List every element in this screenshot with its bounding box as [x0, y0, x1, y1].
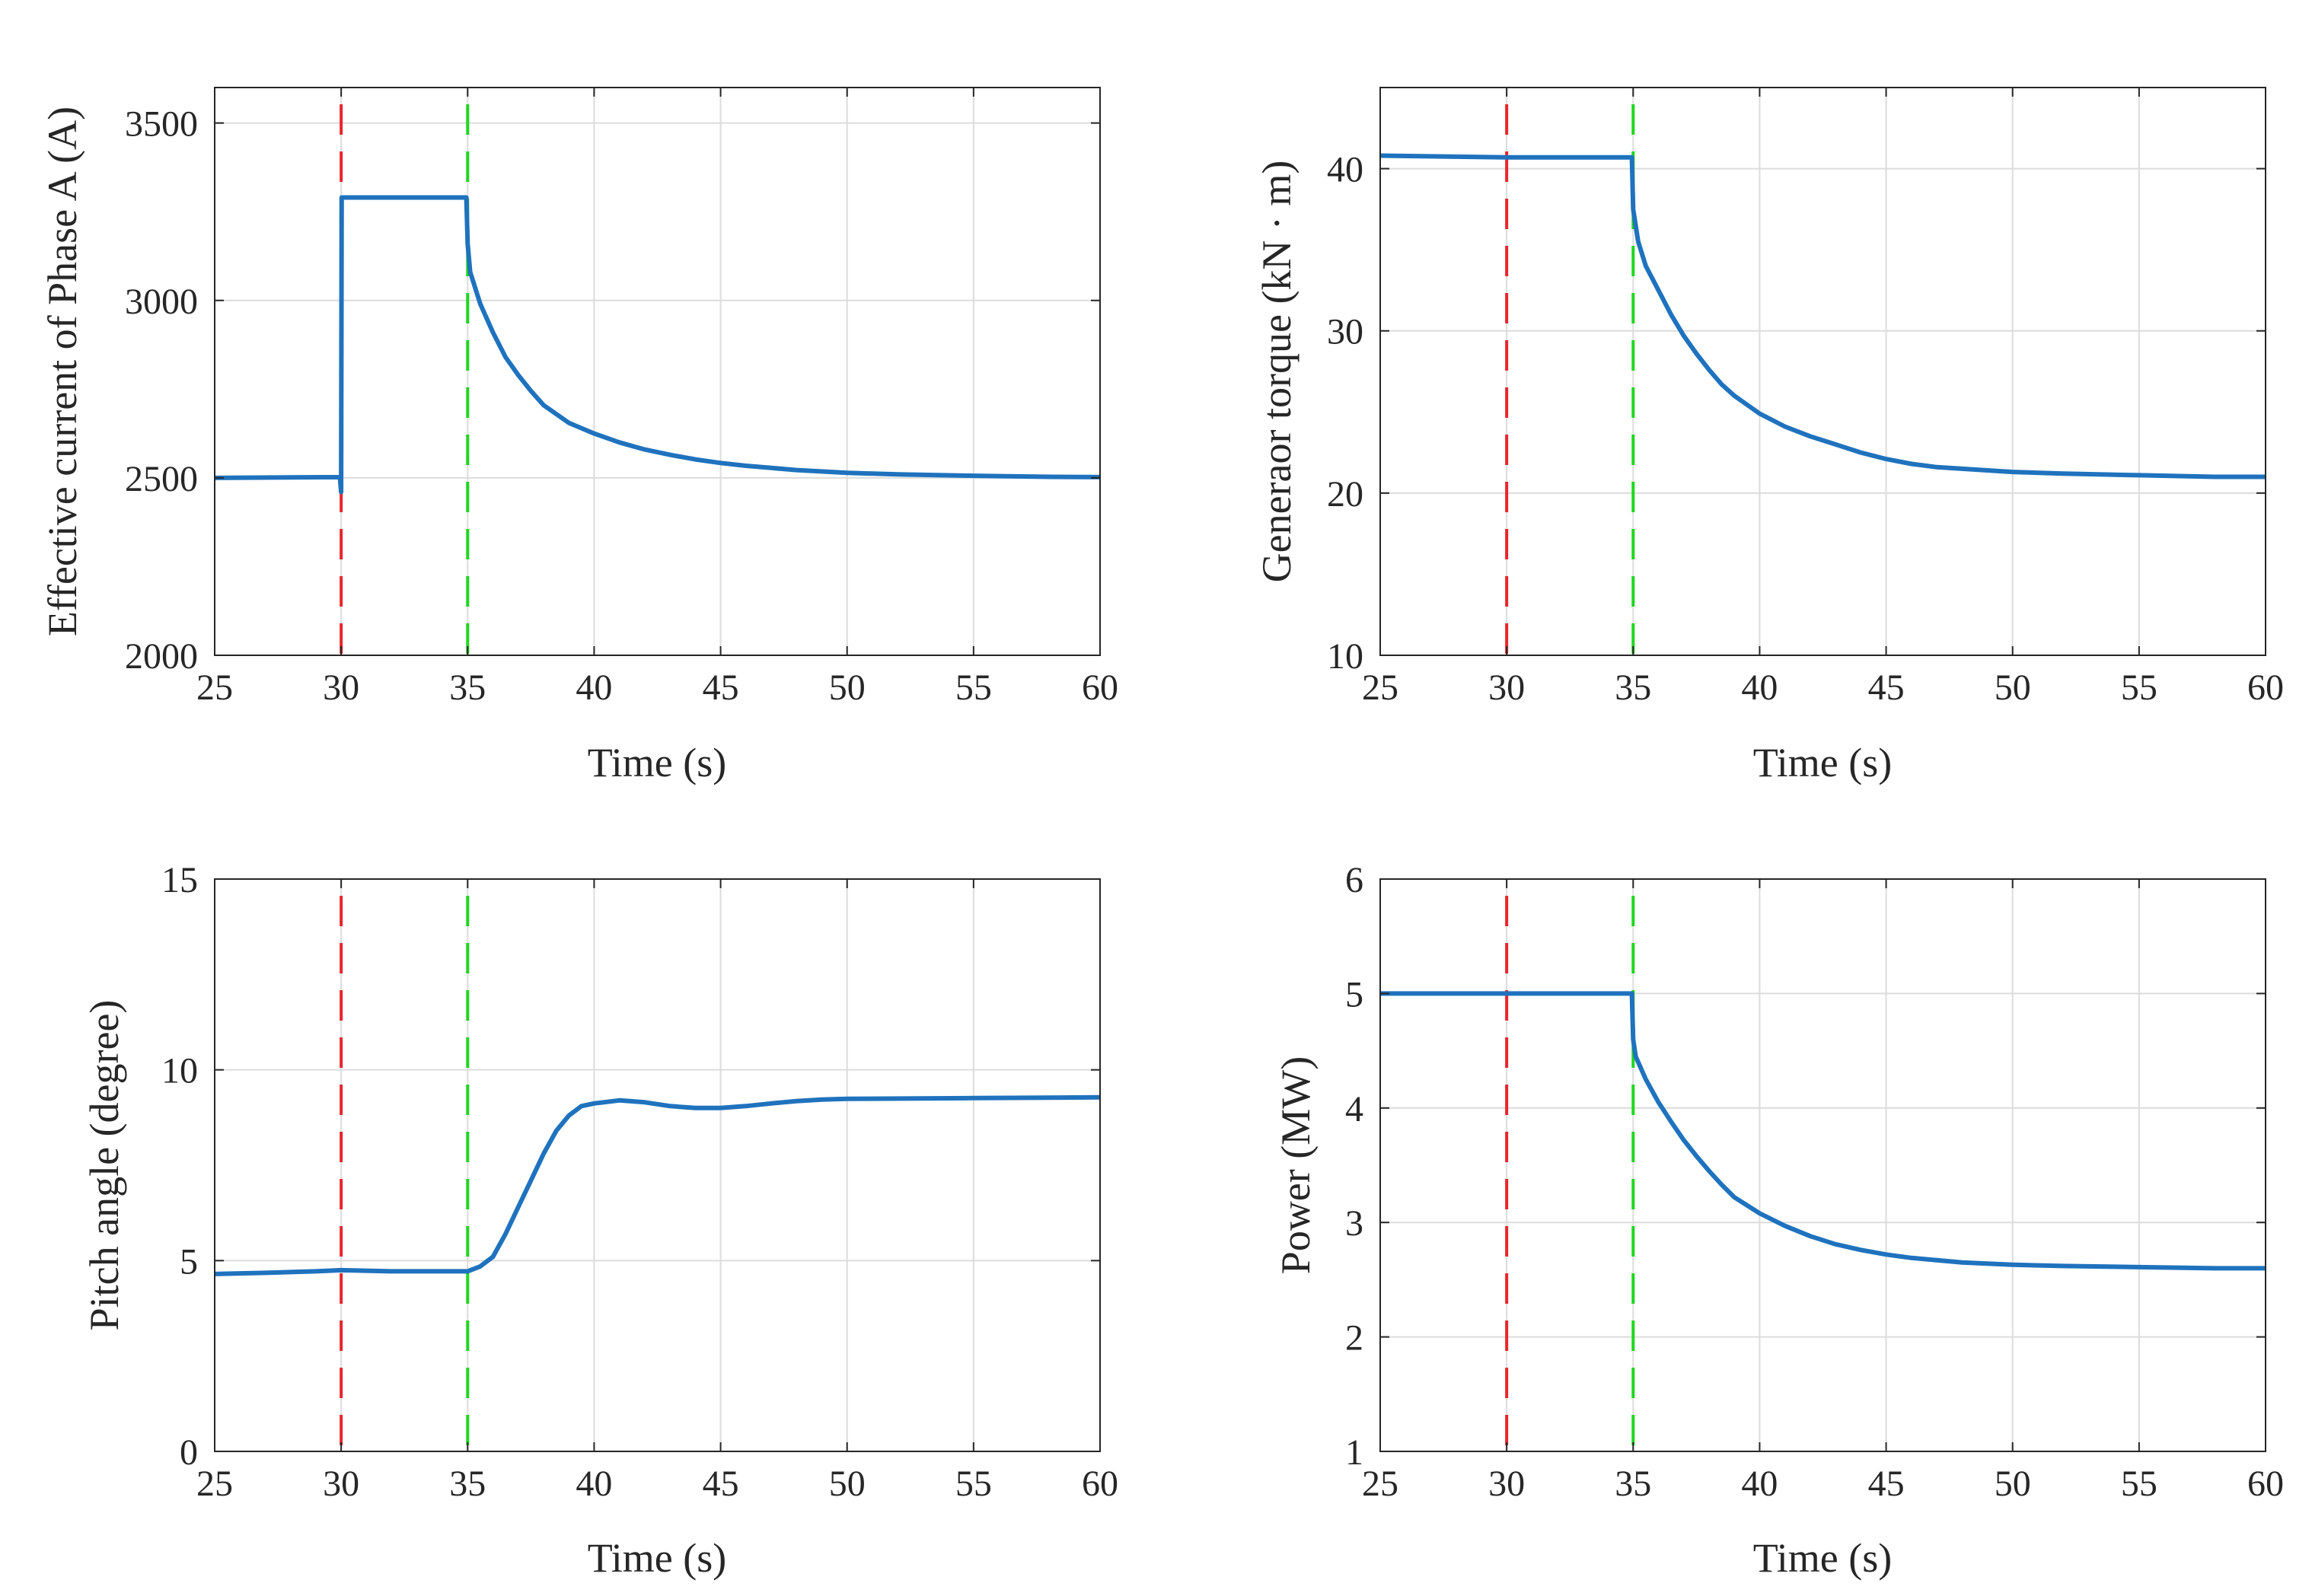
x-tick-label: 60	[1082, 667, 1118, 708]
x-axis-label: Time (s)	[1753, 740, 1893, 785]
y-tick-label: 1	[1345, 1432, 1363, 1473]
x-tick-label: 45	[1868, 1464, 1905, 1504]
y-axis-label: Power (MW)	[1273, 1056, 1319, 1274]
x-tick-label: 40	[576, 667, 612, 708]
y-axis-label: Pitch angle (degree)	[81, 1000, 127, 1331]
x-tick-label: 30	[1488, 1464, 1525, 1504]
plot-area	[215, 879, 1100, 1451]
x-tick-label: 30	[1488, 667, 1525, 708]
x-tick-label: 60	[2247, 667, 2284, 708]
y-tick-label: 2	[1345, 1318, 1363, 1359]
x-tick-label: 35	[1615, 667, 1651, 708]
x-tick-label: 25	[1362, 1464, 1398, 1504]
y-tick-label: 3000	[125, 282, 198, 322]
y-tick-label: 10	[161, 1051, 198, 1091]
pitch-angle-chart: Time (s) Pitch angle (degree) 25 30 35 40 45…	[81, 860, 1118, 1581]
x-tick-label: 50	[1995, 667, 2031, 708]
x-tick-label: 60	[2247, 1464, 2284, 1504]
y-tick-label: 2500	[125, 459, 198, 499]
x-tick-label: 30	[323, 667, 359, 708]
axes-frame	[1379, 878, 2266, 1452]
x-tick-label: 35	[449, 1464, 486, 1504]
y-tick-label: 3	[1345, 1203, 1363, 1244]
y-tick-label: 10	[1327, 636, 1363, 677]
x-tick-label: 50	[1995, 1464, 2031, 1504]
x-tick-label: 55	[2121, 667, 2157, 708]
x-tick-label: 40	[1741, 1464, 1778, 1504]
x-tick-label: 30	[323, 1464, 359, 1504]
x-tick-label: 55	[955, 667, 992, 708]
y-tick-label: 30	[1327, 312, 1363, 352]
y-axis-label: Generaor torque (kN · m)	[1254, 161, 1300, 583]
x-tick-label: 25	[196, 667, 233, 708]
x-tick-label: 25	[1362, 667, 1398, 708]
x-tick-label: 40	[576, 1464, 612, 1504]
axes-frame	[214, 87, 1101, 656]
x-axis-label: Time (s)	[1753, 1535, 1893, 1581]
y-tick-label: 0	[180, 1432, 198, 1473]
y-tick-label: 4	[1345, 1089, 1363, 1129]
x-tick-label: 55	[955, 1464, 992, 1504]
x-tick-label: 55	[2121, 1464, 2157, 1504]
plot-area	[1380, 879, 2266, 1451]
y-axis-label: Effective current of Phase A (A)	[40, 107, 85, 636]
x-tick-label: 40	[1741, 667, 1778, 708]
y-tick-label: 2000	[125, 636, 198, 677]
x-tick-label: 35	[1615, 1464, 1651, 1504]
x-tick-label: 60	[1082, 1464, 1118, 1504]
plot-area	[215, 88, 1100, 655]
x-tick-label: 25	[196, 1464, 233, 1504]
x-tick-label: 50	[829, 1464, 866, 1504]
series-line	[214, 1094, 1101, 1276]
y-tick-label: 5	[1345, 974, 1363, 1015]
x-tick-label: 45	[703, 1464, 739, 1504]
x-tick-label: 35	[449, 667, 486, 708]
generator-torque-chart: Time (s) Generaor torque (kN · m) 25 30 35…	[1254, 87, 2284, 785]
axes-frame	[214, 878, 1101, 1452]
plot-area	[1380, 88, 2266, 655]
series-line	[214, 195, 1101, 495]
x-axis-label: Time (s)	[588, 1535, 727, 1581]
y-tick-label: 3500	[125, 104, 198, 145]
series-line	[1379, 153, 2266, 479]
x-tick-label: 45	[1868, 667, 1905, 708]
y-tick-label: 5	[180, 1241, 198, 1282]
x-axis-label: Time (s)	[588, 740, 727, 785]
x-tick-label: 50	[829, 667, 866, 708]
axes-frame	[1379, 87, 2266, 656]
phase-a-current-chart: Time (s) Effective current of Phase A (A…	[40, 87, 1118, 785]
y-tick-label: 15	[161, 860, 198, 900]
x-tick-label: 45	[703, 667, 739, 708]
y-tick-label: 20	[1327, 474, 1363, 514]
y-tick-label: 40	[1327, 150, 1363, 190]
power-chart: Time (s) Power (MW) 25 30 35 40 45 50 55 601234…	[1273, 860, 2284, 1581]
series-line	[1380, 991, 2266, 1271]
y-tick-label: 6	[1345, 860, 1363, 900]
